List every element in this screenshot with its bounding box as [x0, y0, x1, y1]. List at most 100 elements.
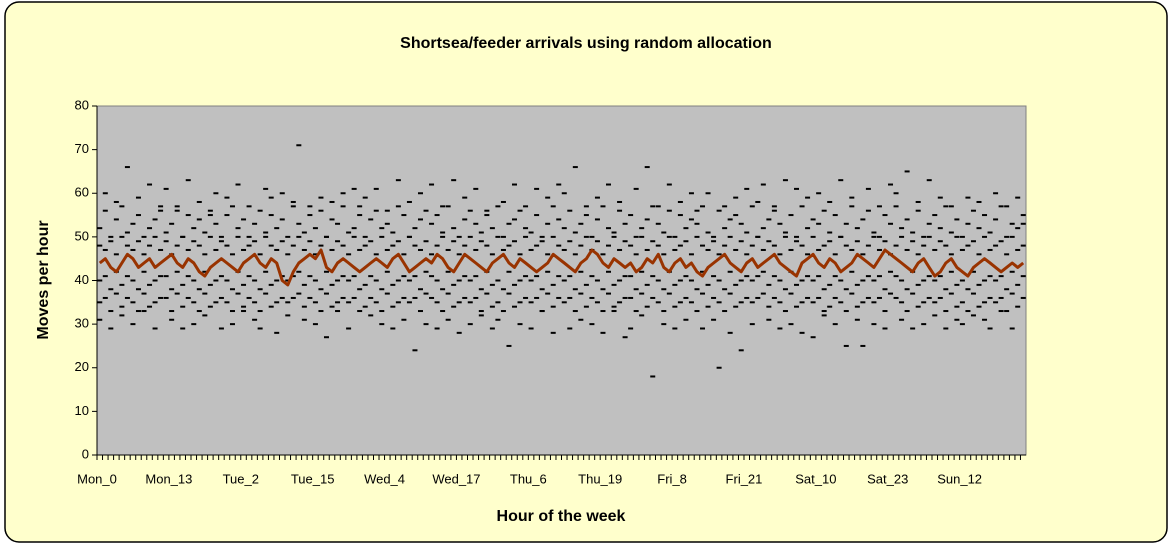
dash-marker	[423, 209, 429, 212]
dash-marker	[539, 240, 545, 243]
dash-marker	[467, 323, 473, 326]
dash-marker	[655, 279, 661, 282]
dash-marker	[832, 275, 838, 278]
dash-marker	[716, 253, 722, 256]
dash-marker	[688, 218, 694, 221]
dash-marker	[539, 235, 545, 238]
dash-marker	[224, 244, 230, 247]
dash-marker	[760, 248, 766, 251]
dash-marker	[655, 301, 661, 304]
dash-marker	[550, 283, 556, 286]
x-tick-label: Sat_10	[795, 471, 836, 486]
dash-marker	[97, 301, 103, 304]
dash-marker	[899, 279, 905, 282]
x-tick-label: Tue_2	[223, 471, 259, 486]
dash-marker	[876, 205, 882, 208]
dash-marker	[158, 248, 164, 251]
dash-marker	[340, 244, 346, 247]
dash-marker	[412, 244, 418, 247]
dash-marker	[749, 323, 755, 326]
dash-marker	[534, 244, 540, 247]
dash-marker	[429, 275, 435, 278]
plot-area	[96, 105, 1027, 456]
dash-marker	[722, 288, 728, 291]
dash-marker	[987, 296, 993, 299]
dash-marker	[865, 296, 871, 299]
dash-marker	[207, 214, 213, 217]
dash-marker	[694, 222, 700, 225]
dash-marker	[506, 344, 512, 347]
dash-marker	[572, 166, 578, 169]
x-tick-label: Sat_23	[867, 471, 908, 486]
dash-marker	[788, 292, 794, 295]
dash-marker	[97, 244, 103, 247]
dash-marker	[340, 296, 346, 299]
dash-marker	[163, 275, 169, 278]
dash-marker	[318, 196, 324, 199]
dash-marker	[97, 279, 103, 282]
dash-marker	[827, 240, 833, 243]
dash-marker	[744, 275, 750, 278]
dash-marker	[932, 248, 938, 251]
dash-marker	[523, 296, 529, 299]
dash-marker	[954, 283, 960, 286]
dash-marker	[274, 279, 280, 282]
dash-marker	[511, 305, 517, 308]
dash-marker	[401, 214, 407, 217]
dash-marker	[141, 253, 147, 256]
dash-marker	[749, 244, 755, 247]
dash-marker	[965, 196, 971, 199]
dash-marker	[910, 327, 916, 330]
dash-marker	[705, 192, 711, 195]
dash-marker	[1020, 275, 1026, 278]
dash-marker	[135, 214, 141, 217]
dash-marker	[998, 240, 1004, 243]
dash-marker	[390, 283, 396, 286]
dash-marker	[412, 227, 418, 230]
dash-marker	[733, 283, 739, 286]
dash-marker	[1020, 222, 1026, 225]
dash-marker	[252, 222, 258, 225]
dash-marker	[937, 296, 943, 299]
dash-marker	[373, 253, 379, 256]
dash-marker	[478, 240, 484, 243]
dash-marker	[622, 275, 628, 278]
dash-marker	[910, 240, 916, 243]
dash-marker	[440, 205, 446, 208]
dash-marker	[130, 301, 136, 304]
dash-marker	[141, 270, 147, 273]
dash-marker	[241, 248, 247, 251]
dash-marker	[794, 240, 800, 243]
dash-marker	[755, 235, 761, 238]
dash-marker	[932, 214, 938, 217]
dash-marker	[976, 305, 982, 308]
dash-marker	[572, 288, 578, 291]
dash-marker	[252, 279, 258, 282]
dash-marker	[130, 323, 136, 326]
dash-marker	[1015, 196, 1021, 199]
dash-marker	[1015, 227, 1021, 230]
dash-marker	[771, 296, 777, 299]
dash-marker	[876, 248, 882, 251]
dash-marker	[583, 305, 589, 308]
dash-marker	[401, 296, 407, 299]
dash-marker	[827, 305, 833, 308]
dash-marker	[384, 209, 390, 212]
dash-marker	[937, 196, 943, 199]
dash-marker	[152, 327, 158, 330]
dash-marker	[478, 288, 484, 291]
dash-marker	[534, 187, 540, 190]
dash-marker	[207, 235, 213, 238]
dash-marker	[998, 205, 1004, 208]
dash-marker	[102, 275, 108, 278]
dash-marker	[445, 205, 451, 208]
dash-marker	[550, 205, 556, 208]
dash-marker	[606, 183, 612, 186]
dash-marker	[429, 183, 435, 186]
dash-marker	[180, 305, 186, 308]
dash-marker	[799, 331, 805, 334]
dash-marker	[528, 301, 534, 304]
dash-marker	[893, 296, 899, 299]
dash-marker	[617, 279, 623, 282]
dash-marker	[1004, 310, 1010, 313]
